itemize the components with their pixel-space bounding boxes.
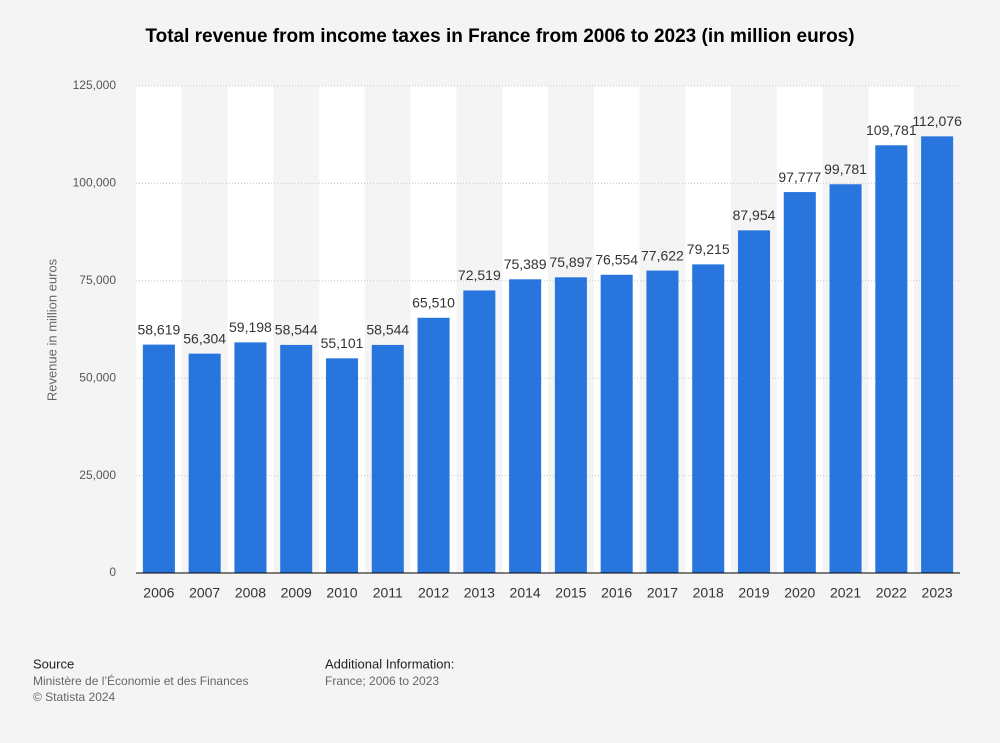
additional-info: France; 2006 to 2023 (325, 674, 439, 688)
x-tick-label: 2006 (143, 585, 174, 601)
source: Ministère de l’Économie et des Finances (33, 673, 248, 688)
x-tick-label: 2023 (922, 585, 953, 601)
bar (646, 270, 679, 573)
bar (234, 342, 267, 573)
bar (325, 358, 359, 573)
bar (509, 279, 542, 573)
bar (921, 136, 954, 573)
x-tick-label: 2016 (601, 585, 632, 601)
x-tick-label: 2013 (464, 585, 495, 601)
bar (692, 264, 725, 573)
source-label: Source (33, 656, 74, 671)
x-tick-label: 2009 (281, 585, 312, 601)
bar (554, 277, 587, 573)
value-label: 99,781 (824, 161, 867, 177)
y-axis-label: Revenue in million euros (44, 258, 59, 401)
value-label: 109,781 (866, 122, 917, 138)
bar (463, 290, 496, 573)
x-tick-label: 2012 (418, 585, 449, 601)
additional-info-label: Additional Information: (325, 656, 454, 671)
bar (737, 230, 771, 573)
x-tick-label: 2021 (830, 585, 861, 601)
value-label: 58,544 (275, 322, 318, 338)
y-tick-label: 100,000 (73, 176, 117, 190)
value-label: 79,215 (687, 241, 730, 257)
value-label: 97,777 (778, 169, 821, 185)
x-tick-label: 2011 (373, 585, 403, 601)
bar (371, 344, 404, 573)
value-label: 59,198 (229, 319, 272, 335)
bar (600, 274, 633, 573)
y-tick-label: 50,000 (79, 370, 116, 384)
y-tick-label: 125,000 (73, 78, 117, 92)
bar (829, 184, 862, 573)
x-tick-label: 2022 (876, 585, 907, 601)
value-label: 75,897 (549, 254, 592, 270)
bar (142, 344, 175, 573)
x-tick-label: 2007 (189, 585, 220, 601)
value-label: 77,622 (641, 247, 684, 263)
copyright: © Statista 2024 (33, 690, 116, 704)
y-tick-label: 0 (109, 565, 116, 579)
x-tick-label: 2010 (326, 585, 357, 601)
x-tick-label: 2019 (738, 585, 769, 601)
bar (783, 192, 816, 574)
value-label: 55,101 (321, 335, 364, 351)
x-tick-label: 2020 (784, 585, 815, 601)
value-label: 76,554 (595, 251, 638, 267)
y-tick-label: 25,000 (79, 468, 116, 482)
x-tick-label: 2008 (235, 585, 266, 601)
x-tick-label: 2014 (510, 585, 541, 601)
chart-title: Total revenue from income taxes in Franc… (145, 26, 854, 47)
y-tick-label: 75,000 (79, 273, 116, 287)
value-label: 112,076 (912, 113, 962, 129)
bar (188, 353, 221, 573)
bar (417, 317, 450, 573)
value-label: 87,954 (733, 207, 776, 223)
x-tick-label: 2015 (555, 585, 586, 601)
value-label: 58,544 (366, 322, 409, 338)
value-label: 75,389 (504, 256, 547, 272)
value-label: 56,304 (183, 330, 226, 346)
value-label: 65,510 (412, 294, 455, 310)
x-tick-label: 2017 (647, 585, 678, 601)
bar (875, 145, 908, 574)
bar (280, 344, 313, 573)
x-tick-label: 2018 (693, 585, 724, 601)
value-label: 72,519 (458, 267, 501, 283)
value-label: 58,619 (137, 321, 180, 337)
